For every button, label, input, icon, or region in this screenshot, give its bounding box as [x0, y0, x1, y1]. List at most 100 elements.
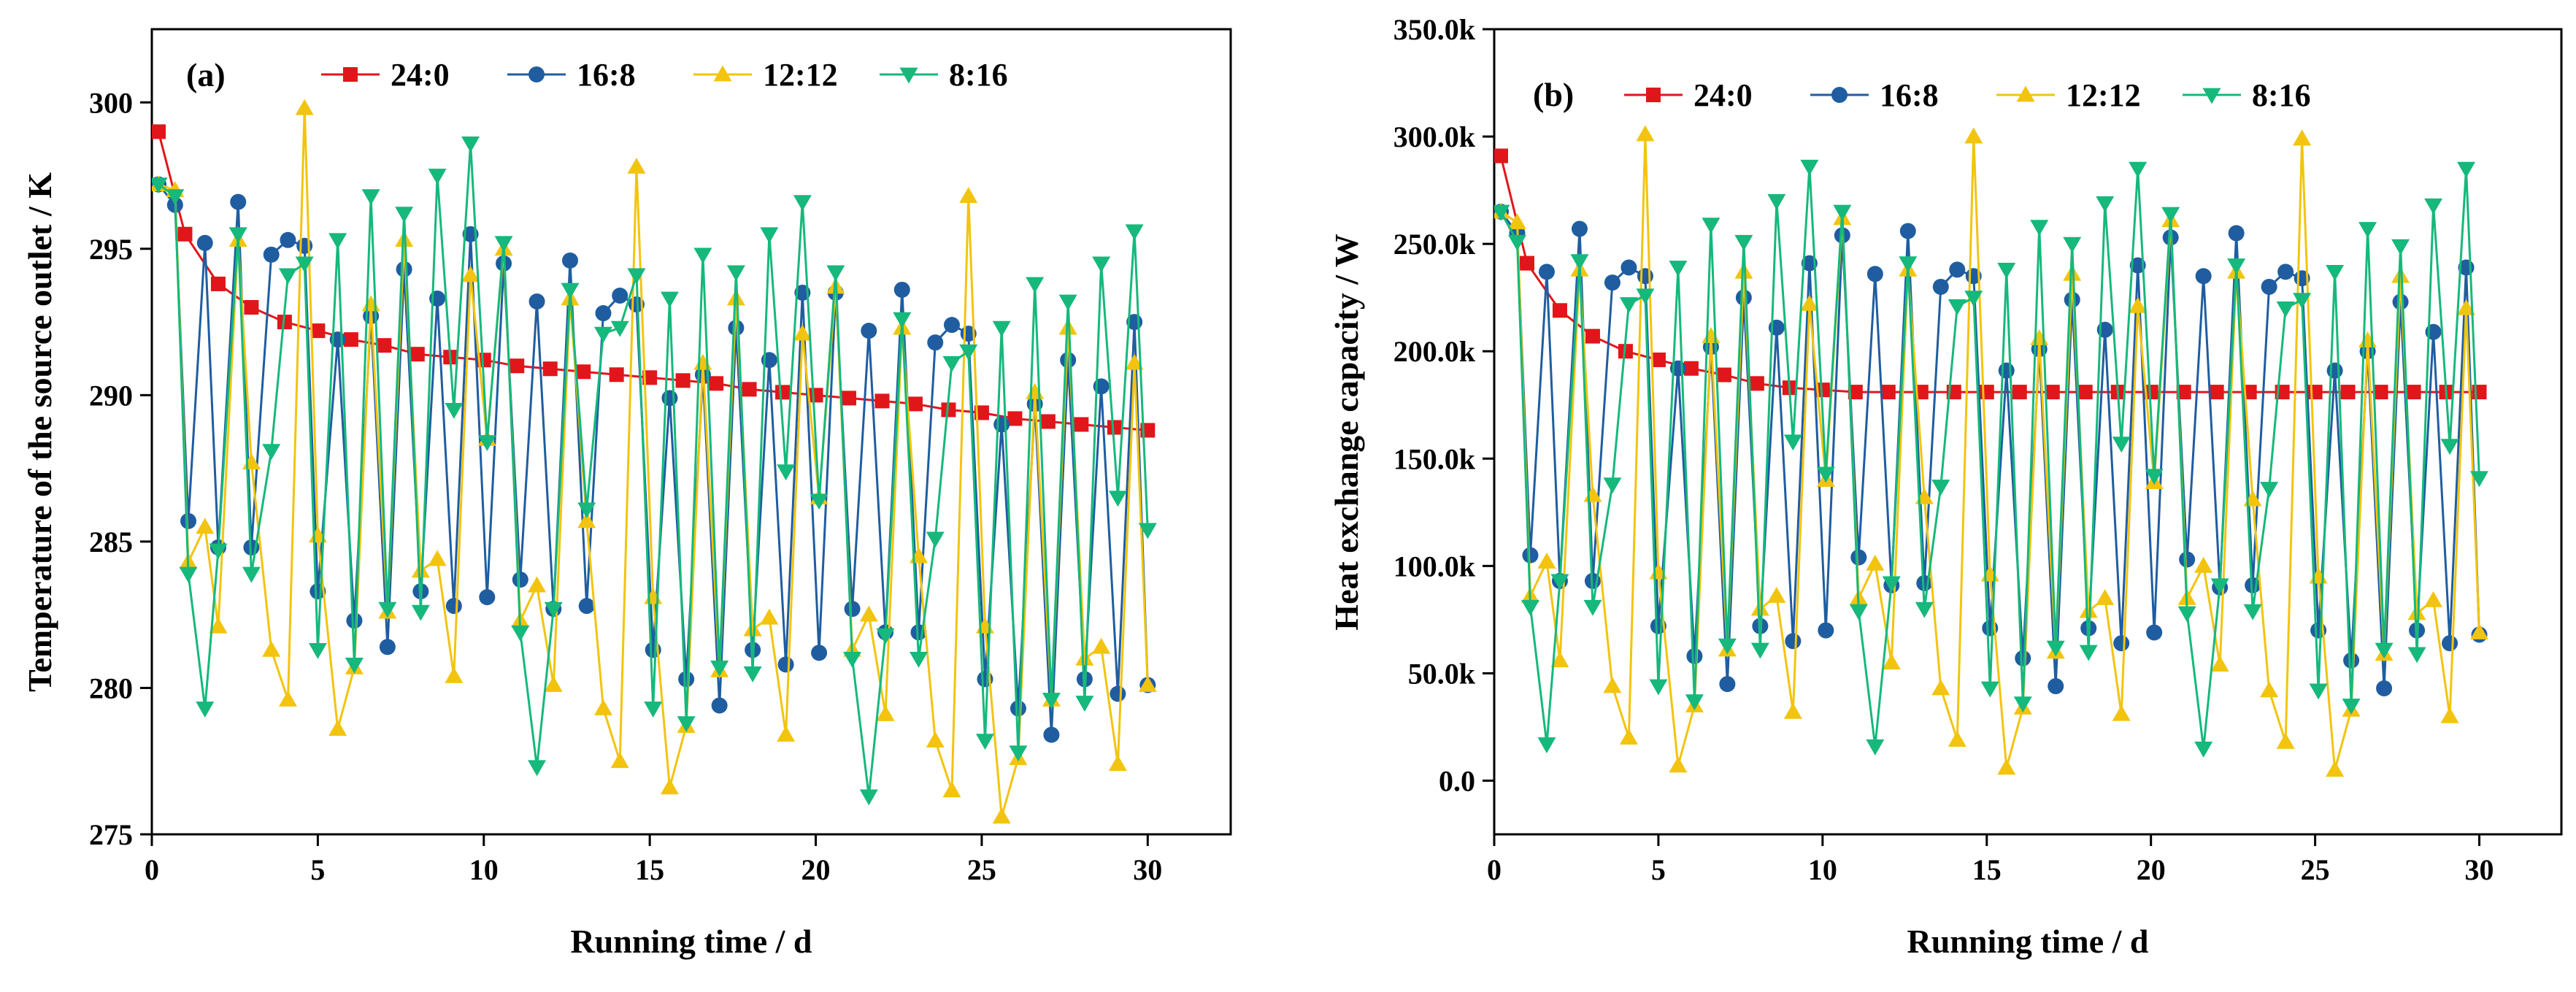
panel-a-label: (a): [186, 56, 226, 93]
data-point-16:8: [993, 416, 1010, 433]
data-point-12:12: [2112, 704, 2131, 721]
data-point-8:16: [2309, 683, 2328, 700]
legend-marker-24:0: [1646, 88, 1661, 102]
data-point-12:12: [2424, 591, 2443, 607]
data-point-12:12: [262, 640, 281, 657]
data-point-12:12: [1138, 675, 1157, 692]
data-point-8:16: [710, 661, 729, 677]
panel-b-ytick-label: 250.0k: [1393, 228, 1476, 261]
data-point-12:12: [992, 807, 1011, 824]
data-point-24:0: [1749, 376, 1764, 391]
data-point-8:16: [2079, 645, 2098, 661]
data-point-12:12: [1964, 127, 1983, 144]
data-point-8:16: [2145, 469, 2164, 485]
data-point-8:16: [826, 265, 845, 282]
data-point-12:12: [777, 726, 796, 742]
data-point-16:8: [927, 334, 944, 351]
data-point-8:16: [378, 601, 397, 618]
data-point-16:8: [1522, 547, 1539, 564]
data-point-12:12: [1948, 731, 1966, 747]
data-point-16:8: [844, 601, 861, 618]
data-point-8:16: [411, 604, 430, 621]
data-point-16:8: [296, 237, 313, 254]
data-point-24:0: [1650, 352, 1666, 367]
data-point-12:12: [528, 576, 547, 593]
data-point-8:16: [1750, 642, 1769, 659]
data-point-8:16: [1125, 224, 1144, 241]
data-point-8:16: [2358, 222, 2377, 239]
data-point-8:16: [743, 666, 762, 683]
data-point-16:8: [2442, 635, 2458, 652]
data-point-24:0: [210, 276, 226, 291]
data-point-12:12: [1783, 702, 1802, 719]
data-point-16:8: [1719, 676, 1736, 693]
data-point-8:16: [1507, 234, 1526, 251]
data-point-24:0: [2176, 385, 2191, 400]
data-point-8:16: [2210, 578, 2229, 595]
data-point-24:0: [1585, 328, 1600, 344]
panel-b-ytick-label: 100.0k: [1393, 550, 1476, 582]
data-point-8:16: [1636, 288, 1655, 305]
panel-a-xtick-label: 0: [145, 853, 159, 886]
data-point-24:0: [542, 361, 558, 377]
panel-a-ytick-label: 295: [89, 233, 133, 266]
data-point-24:0: [576, 364, 591, 380]
data-point-8:16: [2177, 606, 2196, 623]
legend-label-12:12: 12:12: [2066, 77, 2141, 113]
data-point-24:0: [874, 393, 890, 409]
data-point-16:8: [528, 293, 545, 310]
data-point-8:16: [1800, 159, 1819, 176]
legend-marker-12:12: [713, 65, 732, 82]
data-point-16:8: [512, 572, 528, 588]
data-point-24:0: [2045, 385, 2060, 400]
data-point-8:16: [361, 189, 380, 206]
data-point-16:8: [777, 656, 794, 673]
panel-b-chart: 0 5 10 15 20 25 30 0.0 50.0k 100.0k 150.0k 200.0k 25…: [1328, 13, 2563, 960]
data-point-16:8: [263, 246, 280, 263]
data-point-12:12: [1550, 651, 1569, 668]
data-point-8:16: [1649, 679, 1668, 696]
legend-marker-24:0: [343, 67, 358, 82]
data-point-12:12: [1882, 653, 1901, 670]
data-point-12:12: [2129, 296, 2148, 313]
data-point-12:12: [693, 353, 712, 370]
data-point-16:8: [2228, 225, 2245, 242]
data-point-8:16: [1075, 696, 1094, 712]
data-point-12:12: [278, 690, 297, 707]
data-point-24:0: [2209, 385, 2224, 400]
data-point-8:16: [1092, 256, 1111, 273]
data-point-8:16: [1042, 693, 1061, 709]
data-point-8:16: [2194, 741, 2213, 758]
legend-marker-8:16: [2202, 88, 2221, 104]
panel-b-label: (b): [1533, 76, 1574, 113]
data-point-8:16: [461, 137, 480, 153]
data-point-8:16: [1619, 297, 1638, 313]
panel-a-xlabel: Running time / d: [570, 923, 812, 960]
data-point-12:12: [2260, 681, 2279, 698]
data-point-8:16: [345, 657, 364, 674]
panel-b-ytick-label: 350.0k: [1393, 13, 1476, 46]
legend-label-8:16: 8:16: [949, 57, 1008, 93]
data-point-24:0: [410, 347, 425, 362]
data-point-12:12: [660, 778, 679, 795]
data-point-12:12: [2470, 623, 2489, 639]
legend-label-24:0: 24:0: [1693, 77, 1753, 113]
data-point-12:12: [544, 675, 563, 692]
panel-a-ytick-label: 290: [89, 379, 133, 412]
data-point-12:12: [2440, 707, 2459, 723]
data-point-8:16: [1494, 204, 1510, 221]
data-point-12:12: [461, 266, 480, 282]
data-point-8:16: [1849, 604, 1868, 620]
data-point-12:12: [2079, 601, 2098, 618]
data-point-24:0: [642, 370, 658, 385]
data-point-24:0: [742, 382, 757, 397]
data-point-12:12: [627, 158, 646, 174]
data-point-24:0: [1815, 382, 1830, 398]
data-point-12:12: [1702, 327, 1720, 343]
panel-b-plot-area: [1494, 125, 2489, 777]
data-point-16:8: [2392, 293, 2409, 310]
data-point-16:8: [230, 193, 247, 210]
data-point-8:16: [152, 177, 168, 194]
data-point-12:12: [411, 561, 430, 578]
data-point-12:12: [1603, 677, 1622, 693]
